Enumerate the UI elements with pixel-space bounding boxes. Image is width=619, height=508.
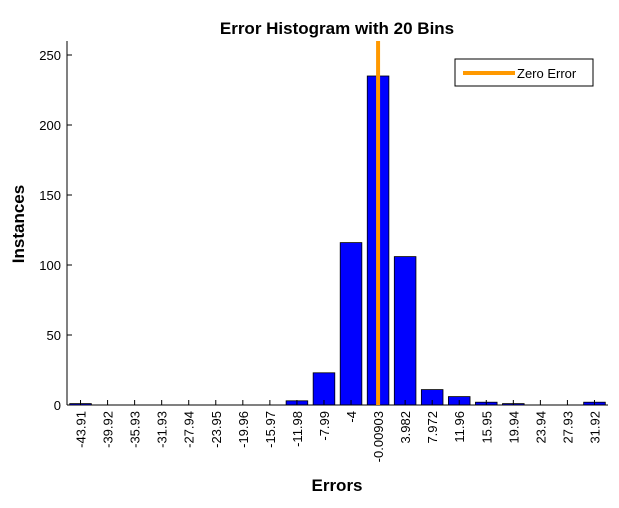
x-tick-label-7.972: 7.972 — [425, 411, 440, 444]
x-tick-label--43.91: -43.91 — [74, 411, 89, 448]
x-tick-label-23.94: 23.94 — [533, 411, 548, 444]
y-tick-label-150: 150 — [39, 188, 61, 203]
x-tick-label--15.97: -15.97 — [263, 411, 278, 448]
y-axis-label: Instances — [9, 185, 28, 263]
bar-3.982 — [393, 256, 417, 406]
x-tick-label--7.99: -7.99 — [317, 411, 332, 441]
bars-layer — [69, 75, 606, 406]
chart-title: Error Histogram with 20 Bins — [220, 19, 454, 38]
x-tick-label-15.95: 15.95 — [479, 411, 494, 444]
x-tick-label--4: -4 — [344, 411, 359, 423]
x-tick-label--27.94: -27.94 — [182, 411, 197, 448]
y-tick-label-200: 200 — [39, 118, 61, 133]
x-tick-label-31.92: 31.92 — [587, 411, 602, 444]
x-tick-label--0.00903: -0.00903 — [371, 411, 386, 462]
x-tick-label--31.93: -31.93 — [155, 411, 170, 448]
x-tick-label--11.98: -11.98 — [290, 411, 305, 447]
x-tick-label--39.92: -39.92 — [101, 411, 116, 448]
y-tick-label-0: 0 — [54, 398, 61, 413]
bar--4 — [339, 242, 363, 406]
x-tick-label-3.982: 3.982 — [398, 411, 413, 444]
legend: Zero Error — [454, 58, 594, 87]
x-tick-label-19.94: 19.94 — [506, 411, 521, 444]
y-tick-label-250: 250 — [39, 48, 61, 63]
x-tick-label--23.95: -23.95 — [209, 411, 224, 448]
x-tick-label-27.93: 27.93 — [560, 411, 575, 444]
legend-zero-error-label: Zero Error — [517, 66, 577, 81]
x-tick-label--35.93: -35.93 — [128, 411, 143, 448]
y-tick-label-100: 100 — [39, 258, 61, 273]
y-tick-label-50: 50 — [47, 328, 61, 343]
x-tick-label-11.96: 11.96 — [452, 411, 467, 443]
x-axis-label: Errors — [311, 476, 362, 495]
x-tick-label--19.96: -19.96 — [236, 411, 251, 448]
